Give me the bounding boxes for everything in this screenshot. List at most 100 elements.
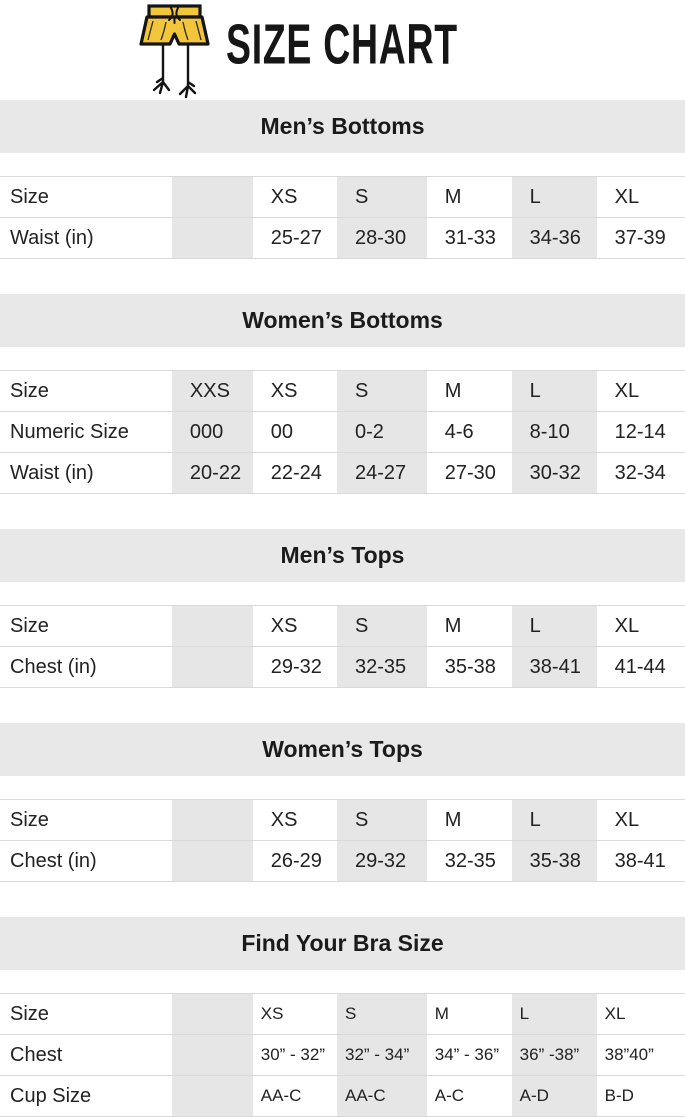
table-row: Size XS S M L XL [0,993,685,1035]
size-cell: 35-38 [511,840,597,882]
size-cell [171,646,253,688]
size-cell: 37-39 [596,217,685,259]
row-label: Cup Size [0,1075,172,1117]
table-row: Chest (in) 26-29 29-32 32-35 35-38 38-41 [0,840,685,882]
size-cell: A-D [511,1075,597,1117]
size-cell: S [337,605,427,647]
size-cell: XL [596,605,685,647]
size-cell: 32” - 34” [337,1034,427,1076]
size-cell: S [337,370,427,412]
size-cell: 00 [252,411,337,453]
size-cell: 32-35 [337,646,427,688]
size-cell: XS [252,993,337,1035]
table-row: Size XS S M L XL [0,605,685,647]
row-label: Waist (in) [0,452,172,494]
size-cell: S [337,799,427,841]
men-s-bottoms-table: Size XS S M L XL Waist (in) 25-27 28-30 31-33 34-3… [0,176,685,259]
size-cell: L [511,176,597,218]
size-cell: L [511,370,597,412]
size-cell: XS [252,605,337,647]
size-cell: AA-C [252,1075,337,1117]
row-label: Waist (in) [0,217,172,259]
section-title-men-s-tops: Men’s Tops [0,529,685,582]
table-row: Cup Size AA-C AA-C A-C A-D B-D [0,1075,685,1117]
size-cell: 34” - 36” [426,1034,512,1076]
section-title-men-s-bottoms: Men’s Bottoms [0,100,685,153]
size-cell: 22-24 [252,452,337,494]
size-cell: 30” - 32” [252,1034,337,1076]
size-cell: 29-32 [337,840,427,882]
size-cell: 41-44 [596,646,685,688]
table-row: Waist (in) 20-22 22-24 24-27 27-30 30-32 32-34 [0,452,685,494]
size-cell: XL [596,799,685,841]
size-cell: M [426,799,512,841]
size-cell: 26-29 [252,840,337,882]
table-row: Size XS S M L XL [0,799,685,841]
size-cell: 32-34 [596,452,685,494]
size-cell: L [511,799,597,841]
size-cell [171,993,253,1035]
size-cell: XS [252,799,337,841]
table-row: Size XXS XS S M L XL [0,370,685,412]
size-cell: AA-C [337,1075,427,1117]
section-men-s-tops: Men’s Tops Size XS S M L XL Chest (in) 29-32 32-3… [0,529,685,688]
women-s-bottoms-table: Size XXS XS S M L XL Numeric Size 000 00 0-2 4-6 8-1… [0,370,685,494]
size-cell: M [426,370,512,412]
size-cell: 34-36 [511,217,597,259]
women-s-tops-table: Size XS S M L XL Chest (in) 26-29 29-32 32-35 35-3… [0,799,685,882]
row-label: Size [0,370,172,412]
row-label: Chest (in) [0,840,172,882]
section-find-your-bra-size: Find Your Bra Size Size XS S M L XL Chest 30” - … [0,917,685,1117]
size-cell: 25-27 [252,217,337,259]
section-men-s-bottoms: Men’s Bottoms Size XS S M L XL Waist (in) 25-27 2… [0,100,685,259]
size-cell: 24-27 [337,452,427,494]
size-cell: 28-30 [337,217,427,259]
size-cell [171,217,253,259]
size-cell: XXS [171,370,253,412]
row-label: Size [0,799,172,841]
section-women-s-tops: Women’s Tops Size XS S M L XL Chest (in) 26-29 29… [0,723,685,882]
page-title: SIZE CHART [225,13,458,77]
size-cell: 36” -38” [511,1034,597,1076]
size-cell: 0-2 [337,411,427,453]
size-chart-sections: Men’s Bottoms Size XS S M L XL Waist (in) 25-27 2… [0,100,685,1117]
row-label: Chest (in) [0,646,172,688]
section-title-women-s-tops: Women’s Tops [0,723,685,776]
table-row: Numeric Size 000 00 0-2 4-6 8-10 12-14 [0,411,685,453]
size-cell: L [511,605,597,647]
size-cell: 000 [171,411,253,453]
section-title-women-s-bottoms: Women’s Bottoms [0,294,685,347]
size-cell [171,1075,253,1117]
size-cell: B-D [596,1075,685,1117]
size-cell: 29-32 [252,646,337,688]
shorts-with-bird-legs-icon [138,2,212,103]
page-header: SIZE CHART [0,0,685,100]
size-cell: 31-33 [426,217,512,259]
size-cell: XL [596,993,685,1035]
size-cell: M [426,176,512,218]
size-cell [171,605,253,647]
table-row: Waist (in) 25-27 28-30 31-33 34-36 37-39 [0,217,685,259]
row-label: Size [0,176,172,218]
size-cell: 38-41 [511,646,597,688]
size-cell: 38-41 [596,840,685,882]
size-cell [171,176,253,218]
size-cell: XL [596,370,685,412]
table-row: Chest 30” - 32” 32” - 34” 34” - 36” 36” -38”… [0,1034,685,1076]
size-cell: 30-32 [511,452,597,494]
size-cell: M [426,605,512,647]
size-cell [171,840,253,882]
size-cell [171,1034,253,1076]
row-label: Chest [0,1034,172,1076]
section-women-s-bottoms: Women’s Bottoms Size XXS XS S M L XL Numeric Siz… [0,294,685,494]
find-your-bra-size-table: Size XS S M L XL Chest 30” - 32” 32” - 34” 34” - … [0,993,685,1117]
size-cell: 4-6 [426,411,512,453]
row-label: Numeric Size [0,411,172,453]
size-cell: XL [596,176,685,218]
size-cell: 32-35 [426,840,512,882]
men-s-tops-table: Size XS S M L XL Chest (in) 29-32 32-35 35-38 38-4… [0,605,685,688]
table-row: Chest (in) 29-32 32-35 35-38 38-41 41-44 [0,646,685,688]
row-label: Size [0,993,172,1035]
size-cell: A-C [426,1075,512,1117]
